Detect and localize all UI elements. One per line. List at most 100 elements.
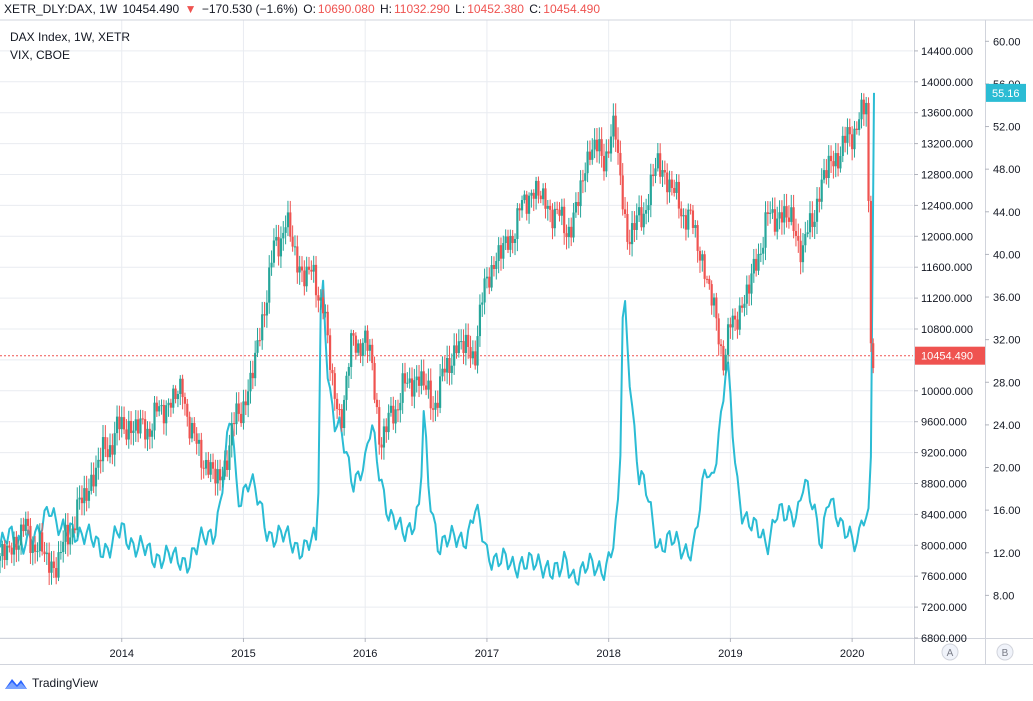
candle-body <box>247 391 250 406</box>
candle-body <box>214 468 217 484</box>
candle-body <box>45 552 48 555</box>
last-price-badge-label: 10454.490 <box>921 351 973 363</box>
change-value: −170.530 (−1.6%) <box>201 2 298 16</box>
candle-body <box>825 170 828 179</box>
candle-body <box>176 393 180 400</box>
candle-body <box>532 192 535 199</box>
candle-body <box>197 439 201 444</box>
candle-body <box>682 215 685 217</box>
tradingview-branding[interactable]: TradingView <box>4 676 98 690</box>
candle-body <box>708 278 711 285</box>
candle-body <box>773 209 776 232</box>
candle-body <box>766 212 769 214</box>
candle-body <box>450 365 453 373</box>
candle-body <box>207 459 210 475</box>
candle-body <box>403 373 407 384</box>
y-b-tick-label: 60.00 <box>993 36 1021 48</box>
candle-body <box>328 335 332 370</box>
candle-body <box>94 467 98 487</box>
candle-body <box>277 237 280 257</box>
legend-dax[interactable]: DAX Index, 1W, XETR <box>10 30 131 44</box>
candle-body <box>560 206 563 216</box>
candle-body <box>822 170 826 180</box>
y-a-tick-label: 12000.000 <box>921 231 973 243</box>
candle-body <box>179 378 182 394</box>
candle-body <box>525 194 528 214</box>
candle-body <box>443 368 446 373</box>
candle-body <box>41 532 44 552</box>
candle-body <box>111 445 114 455</box>
candle-body <box>375 399 379 408</box>
chart-frame <box>0 19 1033 665</box>
candle-body <box>558 209 561 216</box>
scale-a-button[interactable]: A <box>941 643 959 661</box>
candle-body <box>516 208 519 239</box>
candle-body <box>333 373 336 399</box>
candle-body <box>427 380 430 390</box>
candle-body <box>645 210 648 214</box>
y-a-tick-label: 9600.000 <box>921 417 967 429</box>
candle-body <box>654 168 657 177</box>
candle-body <box>183 397 187 404</box>
candle-body <box>652 174 655 177</box>
candle-body <box>134 419 137 431</box>
candle-body <box>118 416 121 430</box>
candle-body <box>860 99 863 120</box>
candle-body <box>338 409 341 411</box>
candle-body <box>216 469 219 484</box>
candle-body <box>237 403 240 414</box>
candle-body <box>696 225 699 251</box>
candle-body <box>743 303 746 308</box>
x-tick-label: 2016 <box>353 648 377 660</box>
candle-body <box>106 449 109 458</box>
candle-body <box>750 273 753 294</box>
svg-text:B: B <box>1002 648 1009 659</box>
y-a-tick-label: 9200.000 <box>921 448 967 460</box>
x-axis-ticks[interactable]: 2014 2015 2016 2017 2018 2019 2020 <box>109 638 864 660</box>
candle-body <box>392 405 395 424</box>
candle-body <box>38 532 41 552</box>
candle-body <box>230 423 233 446</box>
candle-body <box>801 245 805 263</box>
candle-body <box>441 368 444 377</box>
candle-body <box>64 524 67 542</box>
x-tick-label: 2019 <box>718 648 742 660</box>
candle-body <box>233 423 236 425</box>
candle-body <box>8 545 11 548</box>
candle-body <box>666 172 669 193</box>
candle-body <box>581 180 585 182</box>
candle-body <box>858 119 861 130</box>
candle-body <box>36 551 39 553</box>
candle-body <box>755 258 758 271</box>
legend-vix[interactable]: VIX, CBOE <box>10 48 71 62</box>
candle-body <box>829 155 833 162</box>
y-b-tick-label: 48.00 <box>993 164 1021 176</box>
candle-body <box>518 208 521 211</box>
candle-body <box>289 212 292 237</box>
candle-body <box>162 404 165 424</box>
candle-body <box>799 240 802 263</box>
candle-body <box>616 139 620 153</box>
y-axis-b-ticks[interactable]: 60.0056.0052.0048.0044.0040.0036.0032.00… <box>985 36 1021 602</box>
y-b-tick-label: 36.00 <box>993 292 1021 304</box>
y-axis-a-ticks[interactable]: 14400.000 14000.000 13600.000 13200.000 1280… <box>914 46 973 645</box>
candle-body <box>619 152 622 176</box>
candle-body <box>235 403 238 425</box>
candle-body <box>661 170 664 177</box>
candle-body <box>336 398 339 410</box>
candle-body <box>476 336 479 366</box>
candle-body <box>343 399 346 429</box>
y-a-tick-label: 10800.000 <box>921 324 973 336</box>
candle-body <box>429 380 432 409</box>
scale-b-button[interactable]: B <box>996 643 1014 661</box>
candle-body <box>254 352 257 379</box>
candle-body <box>680 208 683 217</box>
symbol-name[interactable]: XETR_DLY:DAX, 1W <box>4 2 118 16</box>
candle-body <box>270 262 273 268</box>
candle-body <box>553 208 556 229</box>
candle-body <box>153 402 156 431</box>
candle-body <box>460 341 463 343</box>
candle-body <box>563 206 566 234</box>
svg-text:A: A <box>947 648 954 659</box>
